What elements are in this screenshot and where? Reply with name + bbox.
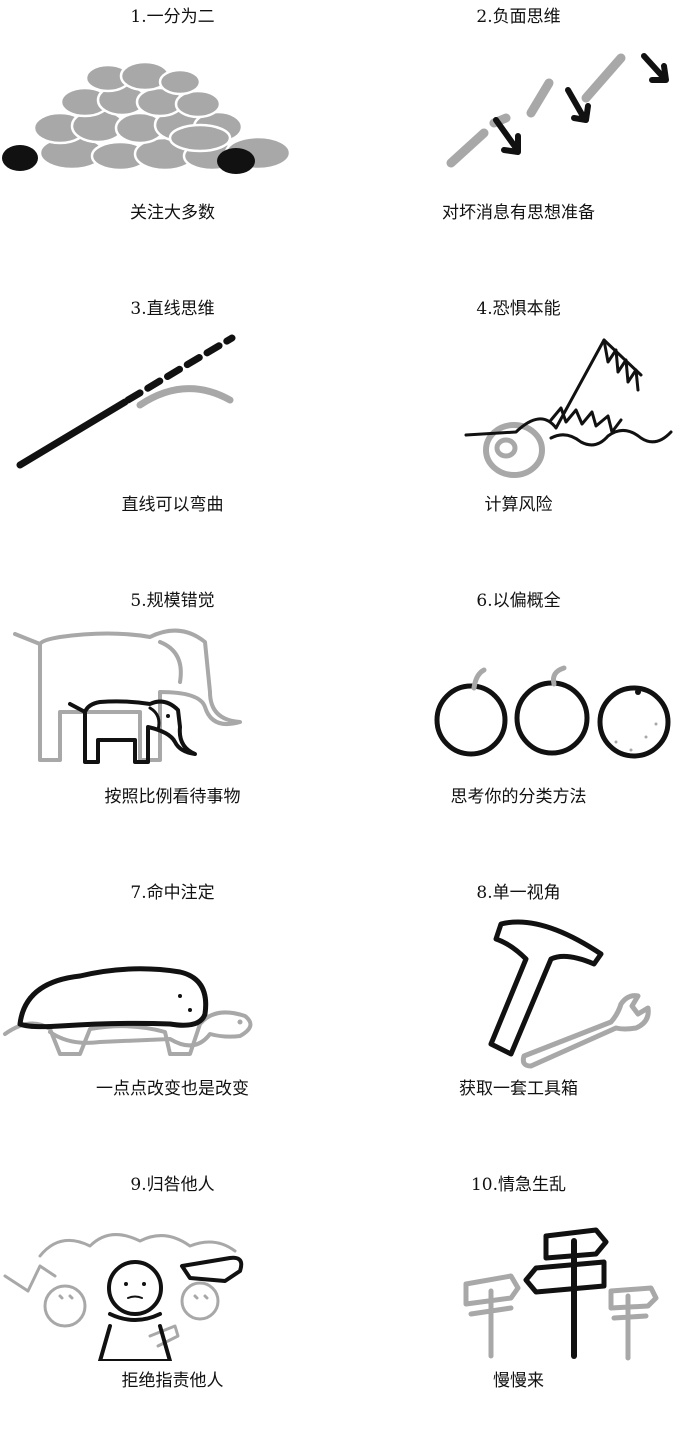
panel-caption: 按照比例看待事物: [104, 787, 241, 807]
elephants-illustration: [0, 612, 345, 777]
panel-title: 3.直线思维: [130, 299, 215, 319]
panel-5: 5.规模错觉 按照比例看待事物: [0, 584, 345, 862]
panel-title: 2.负面思维: [476, 7, 561, 27]
panel-3: 3.直线思维 直线可以弯曲: [0, 292, 345, 570]
panel-4: 4.恐惧本能 计算风险: [346, 292, 691, 570]
blame-crowd-illustration: [0, 1196, 345, 1361]
panel-title: 4.恐惧本能: [476, 299, 561, 319]
panel-6: 6.以偏概全 思考你的分类方法: [346, 584, 691, 862]
panel-8: 8.单一视角 获取一套工具箱: [346, 876, 691, 1154]
negative-trend-illustration: [346, 28, 691, 193]
panel-caption: 思考你的分类方法: [450, 787, 587, 807]
panel-caption: 获取一套工具箱: [459, 1079, 578, 1099]
panel-title: 5.规模错觉: [130, 591, 215, 611]
straight-line-illustration: [0, 320, 345, 485]
hammer-wrench-illustration: [346, 904, 691, 1069]
panel-caption: 一点点改变也是改变: [96, 1079, 249, 1099]
panel-title: 1.一分为二: [130, 7, 215, 27]
panel-title: 10.情急生乱: [470, 1175, 567, 1195]
panel-caption: 拒绝指责他人: [121, 1371, 224, 1391]
panel-2: 2.负面思维 对坏消息有思想准备: [346, 0, 691, 278]
panel-caption: 直线可以弯曲: [121, 495, 224, 515]
panel-9: 9.归咎他人 拒绝指责他人: [0, 1168, 345, 1446]
panel-caption: 关注大多数: [130, 203, 215, 223]
panel-7: 7.命中注定 一点点改变也是改变: [0, 876, 345, 1154]
apples-and-orange-illustration: [346, 612, 691, 777]
panel-title: 8.单一视角: [476, 883, 561, 903]
signposts-illustration: [346, 1196, 691, 1361]
panel-title: 9.归咎他人: [130, 1175, 215, 1195]
panel-1: 1.一分为二: [0, 0, 345, 278]
panel-10: 10.情急生乱 慢慢来: [346, 1168, 691, 1446]
panel-caption: 慢慢来: [493, 1371, 544, 1391]
panel-caption: 计算风险: [484, 495, 553, 515]
stone-pile-illustration: [0, 28, 345, 193]
fear-saw-illustration: [346, 320, 691, 485]
panel-caption: 对坏消息有思想准备: [442, 203, 595, 223]
panel-title: 6.以偏概全: [476, 591, 561, 611]
tortoise-illustration: [0, 904, 345, 1069]
panel-title: 7.命中注定: [130, 883, 215, 903]
